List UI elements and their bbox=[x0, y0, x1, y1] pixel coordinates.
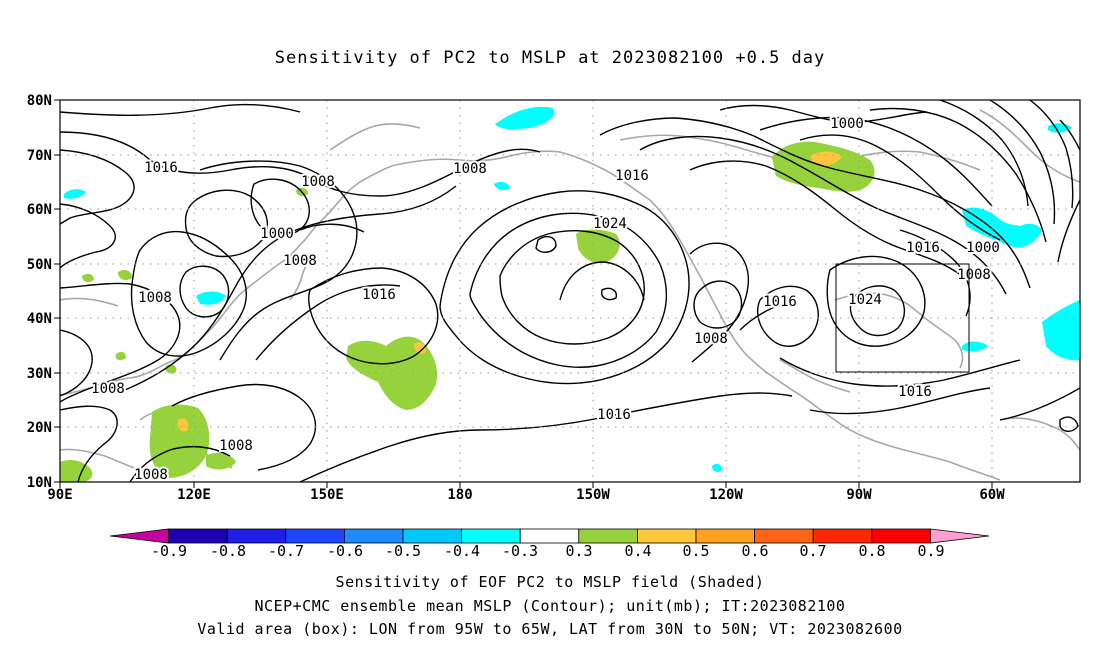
contour-label: 1000 bbox=[966, 240, 1000, 256]
contour-label: 1024 bbox=[848, 292, 882, 308]
shading-cyan-subtropical-atlantic bbox=[1042, 300, 1080, 361]
colorbar-label: -0.3 bbox=[502, 542, 538, 560]
contour-label: 1000 bbox=[830, 116, 864, 132]
shading-green-luzon bbox=[206, 452, 236, 470]
shading-cyan-speck-1 bbox=[64, 189, 86, 199]
lon-tick-label: 180 bbox=[447, 487, 472, 503]
colorbar-label: 0.4 bbox=[624, 542, 651, 560]
lat-tick-label: 30N bbox=[27, 366, 52, 382]
colorbar-label: 0.3 bbox=[565, 542, 592, 560]
map-title: Sensitivity of PC2 to MSLP at 2023082100… bbox=[274, 48, 826, 68]
lat-tick-label: 40N bbox=[27, 311, 52, 327]
sensitivity-map: 1016 1008 1000 1008 1008 1016 1008 1008 … bbox=[27, 93, 1081, 560]
contour-label: 1016 bbox=[362, 287, 396, 303]
colorbar-label: -0.8 bbox=[210, 542, 246, 560]
shading-cyan-speck-4 bbox=[712, 463, 722, 473]
contour-label: 1008 bbox=[957, 267, 991, 283]
lon-tick-label: 90E bbox=[47, 487, 72, 503]
contour-label: 1008 bbox=[283, 253, 317, 269]
shading-cyan-alaska bbox=[495, 106, 555, 130]
lat-tick-label: 80N bbox=[27, 93, 52, 109]
lat-tick-label: 60N bbox=[27, 202, 52, 218]
lat-tick-label: 20N bbox=[27, 420, 52, 436]
shading-green-speck-2 bbox=[118, 270, 132, 280]
mslp-contours bbox=[60, 100, 1080, 482]
shading-green-speck-5 bbox=[115, 351, 126, 361]
colorbar-swatch bbox=[519, 528, 580, 544]
colorbar-swatch bbox=[168, 528, 228, 544]
contour-labels: 1016 1008 1000 1008 1008 1016 1008 1008 … bbox=[89, 114, 1002, 485]
map-frame bbox=[59, 99, 1081, 483]
footer-line-valid-area: Valid area (box): LON from 95W to 65W, L… bbox=[197, 620, 903, 638]
lon-tick-label: 120W bbox=[709, 487, 743, 503]
lat-tick-label: 50N bbox=[27, 257, 52, 273]
colorbar-label: -0.6 bbox=[327, 542, 363, 560]
shading-cyan-speck-5 bbox=[494, 181, 510, 191]
footer-line-contour: NCEP+CMC ensemble mean MSLP (Contour); u… bbox=[254, 597, 846, 615]
contour-label: 1008 bbox=[301, 174, 335, 190]
colorbar-swatch bbox=[402, 528, 462, 544]
lon-tick-label: 60W bbox=[979, 487, 1005, 503]
lat-tick-label: 10N bbox=[27, 475, 52, 491]
colorbar-label: -0.4 bbox=[444, 542, 480, 560]
colorbar-label: -0.7 bbox=[268, 542, 304, 560]
contour-label: 1016 bbox=[144, 160, 178, 176]
colorbar-swatch bbox=[578, 528, 638, 544]
map-background bbox=[60, 100, 1080, 482]
lon-tick-label: 150E bbox=[310, 487, 344, 503]
contour-label: 1008 bbox=[138, 290, 172, 306]
colorbar-label: 0.6 bbox=[741, 542, 768, 560]
colorbar-label: 0.8 bbox=[858, 542, 885, 560]
colorbar-label: 0.7 bbox=[799, 542, 826, 560]
contour-label: 1008 bbox=[453, 161, 487, 177]
colorbar-labels: -0.9 -0.8 -0.7 -0.6 -0.5 -0.4 -0.3 0.3 0… bbox=[151, 542, 945, 560]
contour-label: 1016 bbox=[906, 240, 940, 256]
colorbar-label: -0.9 bbox=[151, 542, 187, 560]
colorbar-swatch bbox=[754, 528, 814, 544]
shading-green-speck-1 bbox=[82, 273, 94, 283]
sensitivity-shading bbox=[60, 106, 1080, 482]
lon-tick-label: 150W bbox=[576, 487, 610, 503]
valid-area-box bbox=[835, 263, 970, 373]
colorbar-swatch bbox=[226, 528, 287, 544]
colorbar-arrow-low bbox=[109, 528, 170, 544]
colorbar-swatch bbox=[461, 528, 521, 544]
colorbar-arrow-high bbox=[930, 528, 990, 544]
colorbar-label: 0.9 bbox=[917, 542, 944, 560]
colorbar-label: -0.5 bbox=[385, 542, 421, 560]
contour-label: 1016 bbox=[763, 294, 797, 310]
gridlines bbox=[60, 100, 1080, 482]
lon-tick-label: 120E bbox=[177, 487, 211, 503]
contour-label: 1016 bbox=[615, 168, 649, 184]
contour-label: 1008 bbox=[219, 438, 253, 454]
shading-orange-west-pacific bbox=[414, 342, 426, 354]
colorbar-swatch bbox=[285, 528, 345, 544]
contour-label: 1008 bbox=[694, 331, 728, 347]
colorbar-label: 0.5 bbox=[682, 542, 709, 560]
colorbar-swatch bbox=[637, 528, 697, 544]
longitude-axis bbox=[59, 482, 993, 488]
shading-cyan-east-china bbox=[196, 291, 226, 305]
colorbar-swatch bbox=[695, 528, 755, 544]
colorbar-swatch bbox=[812, 528, 873, 544]
colorbar-swatch bbox=[343, 528, 404, 544]
contour-label: 1016 bbox=[898, 384, 932, 400]
footer-line-shaded: Sensitivity of EOF PC2 to MSLP field (Sh… bbox=[335, 573, 765, 591]
shading-cyan-speck-6 bbox=[1018, 223, 1042, 243]
latitude-axis bbox=[54, 99, 60, 483]
contour-label: 1024 bbox=[593, 216, 627, 232]
lat-tick-label: 70N bbox=[27, 148, 52, 164]
colorbar-swatch bbox=[871, 528, 931, 544]
contour-label: 1008 bbox=[91, 381, 125, 397]
colorbar bbox=[109, 528, 990, 544]
lon-tick-label: 90W bbox=[846, 487, 872, 503]
contour-label: 1016 bbox=[597, 407, 631, 423]
contour-label: 1000 bbox=[260, 226, 294, 242]
shading-orange-philippines bbox=[177, 418, 189, 432]
contour-label: 1008 bbox=[134, 467, 168, 483]
